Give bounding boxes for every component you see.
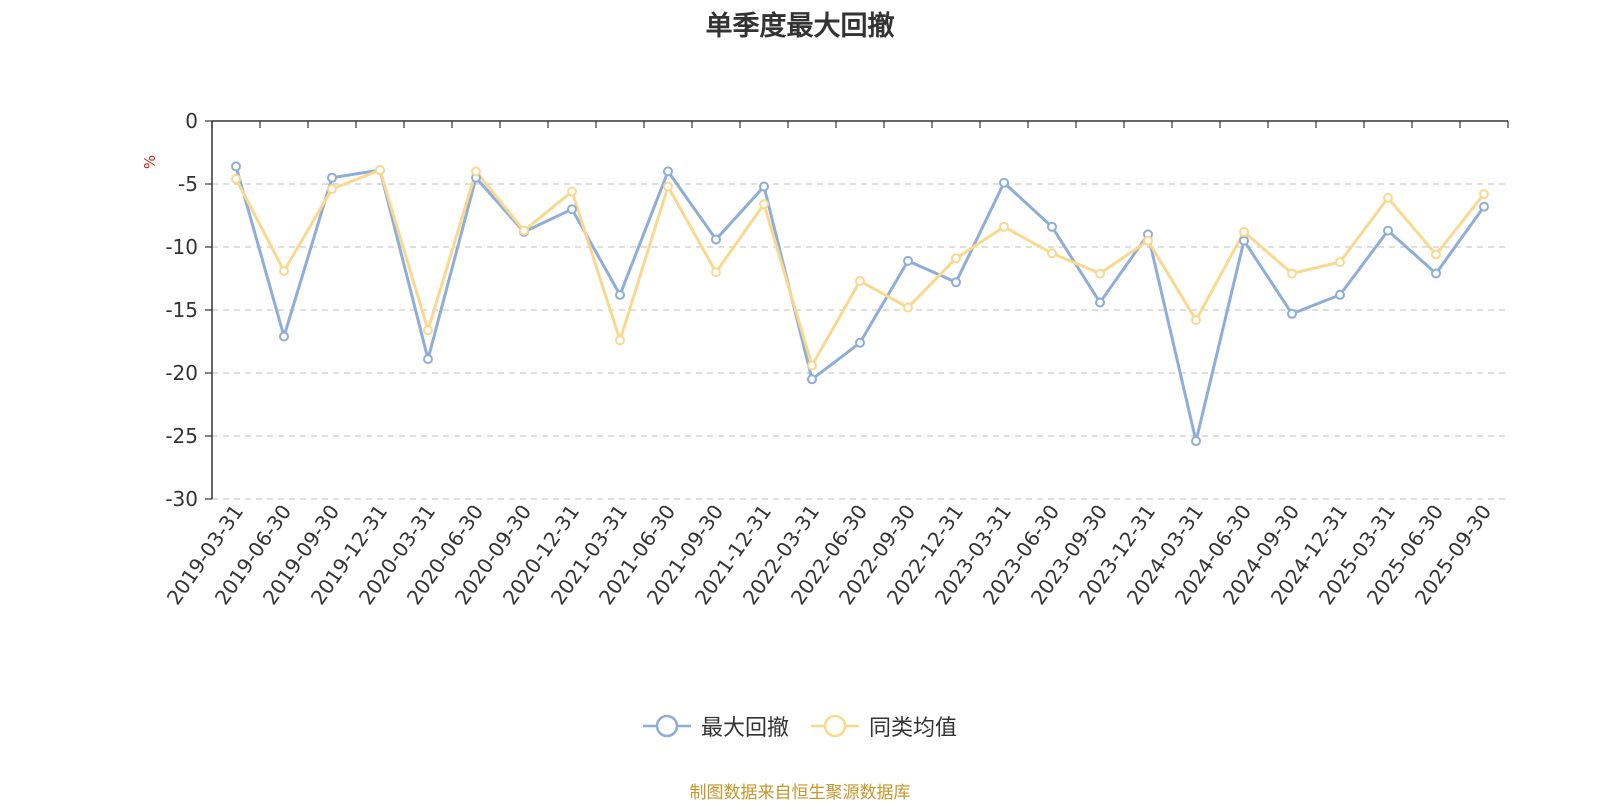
data-point-series-2[interactable] [1143, 235, 1153, 246]
data-point-series-2[interactable] [759, 199, 769, 210]
data-point-series-1[interactable] [279, 331, 289, 342]
data-point-series-1[interactable] [807, 374, 817, 385]
data-point-series-1[interactable] [903, 255, 913, 266]
legend-label: 最大回撤 [700, 716, 789, 741]
data-point-series-2[interactable] [1431, 249, 1441, 260]
data-point-series-2[interactable] [423, 325, 433, 336]
data-point-series-2[interactable] [567, 186, 577, 197]
data-point-series-1[interactable] [1095, 297, 1105, 308]
data-point-series-1[interactable] [231, 161, 241, 172]
data-point-series-2[interactable] [1287, 268, 1297, 279]
data-point-series-2[interactable] [855, 276, 865, 287]
data-point-series-2[interactable] [279, 265, 289, 276]
data-point-series-2[interactable] [231, 173, 241, 184]
data-point-series-1[interactable] [1431, 268, 1441, 279]
data-point-series-1[interactable] [1047, 221, 1057, 232]
data-point-series-1[interactable] [327, 172, 337, 183]
data-point-series-2[interactable] [1479, 189, 1489, 200]
line-chart: 0-5-10-15-20-25-302019-03-312019-06-3020… [141, 109, 1509, 609]
legend: 最大回撤 同类均值 [0, 710, 1600, 742]
data-point-series-2[interactable] [1335, 257, 1345, 268]
data-point-series-2[interactable] [663, 181, 673, 192]
data-point-series-1[interactable] [1479, 201, 1489, 212]
series-lines [234, 165, 1486, 443]
data-point-series-1[interactable] [423, 354, 433, 365]
data-point-series-1[interactable] [663, 166, 673, 177]
series-line-1 [234, 165, 1486, 443]
data-point-series-1[interactable] [567, 204, 577, 215]
y-tick-label: 0 [185, 109, 198, 133]
legend-symbol-icon [642, 714, 691, 738]
data-point-series-2[interactable] [711, 267, 721, 278]
data-point-series-1[interactable] [711, 234, 721, 245]
data-point-series-1[interactable] [615, 289, 625, 300]
legend-label: 同类均值 [869, 716, 958, 741]
chart-title: 单季度最大回撤 [705, 11, 895, 42]
data-point-series-1[interactable] [1191, 436, 1201, 447]
data-point-series-1[interactable] [951, 277, 961, 288]
data-point-series-1[interactable] [855, 337, 865, 348]
data-point-series-2[interactable] [951, 253, 961, 264]
data-point-series-2[interactable] [615, 335, 625, 346]
data-point-series-1[interactable] [759, 181, 769, 192]
data-point-series-1[interactable] [1239, 235, 1249, 246]
data-point-series-2[interactable] [807, 360, 817, 371]
y-axis-unit-label: % [141, 155, 159, 169]
data-point-series-1[interactable] [1335, 289, 1345, 300]
data-point-series-1[interactable] [1383, 225, 1393, 236]
source-note: 制图数据来自恒生聚源数据库 [689, 783, 911, 803]
data-point-series-2[interactable] [1095, 268, 1105, 279]
data-point-series-2[interactable] [519, 225, 529, 236]
legend-item-1[interactable]: 最大回撤 [642, 710, 789, 742]
y-tick-label: -30 [165, 487, 198, 511]
legend-item-2[interactable]: 同类均值 [811, 710, 957, 742]
legend-symbol-icon [811, 714, 859, 738]
y-tick-label: -15 [165, 298, 198, 322]
data-point-series-2[interactable] [1047, 248, 1057, 259]
data-point-series-2[interactable] [1239, 226, 1249, 237]
data-point-series-2[interactable] [375, 165, 385, 176]
data-point-series-2[interactable] [327, 184, 337, 195]
data-point-series-2[interactable] [1383, 192, 1393, 203]
data-point-series-2[interactable] [471, 166, 481, 177]
data-point-series-2[interactable] [999, 221, 1009, 232]
y-tick-label: -25 [165, 424, 198, 448]
data-point-series-2[interactable] [1191, 315, 1201, 326]
y-tick-label: -5 [178, 172, 198, 196]
y-tick-label: -20 [165, 361, 198, 385]
data-point-series-1[interactable] [999, 177, 1009, 188]
y-tick-label: -10 [165, 235, 198, 259]
data-point-series-2[interactable] [903, 302, 913, 313]
data-points [231, 161, 1489, 447]
data-point-series-1[interactable] [1287, 308, 1297, 319]
